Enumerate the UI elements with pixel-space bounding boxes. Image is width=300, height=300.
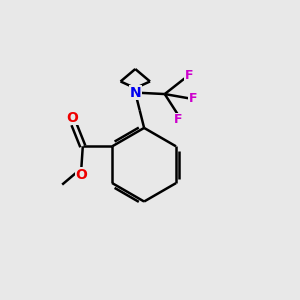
Text: F: F	[184, 69, 193, 82]
Text: F: F	[174, 113, 182, 127]
Text: N: N	[130, 85, 141, 100]
Text: O: O	[67, 111, 78, 125]
Text: F: F	[189, 92, 197, 105]
Text: O: O	[75, 168, 87, 182]
